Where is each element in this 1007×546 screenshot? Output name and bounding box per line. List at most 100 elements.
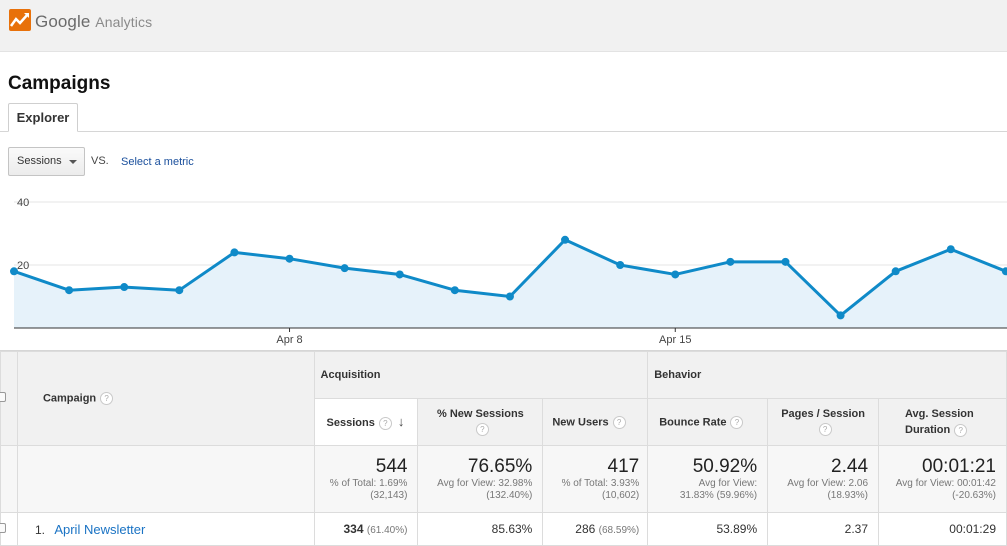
total-pages-session: 2.44	[831, 456, 869, 477]
totals-label-cell	[16, 445, 315, 513]
page-title: Campaigns	[8, 73, 111, 94]
total-pages-cell: 2.44 Avg for View: 2.06 (18.93%)	[767, 445, 880, 513]
y-tick-label: 40	[17, 197, 29, 209]
total-sessions-sub: % of Total: 1.69%	[329, 478, 408, 489]
data-point[interactable]	[891, 267, 900, 276]
campaign-header[interactable]: Campaign?	[16, 351, 315, 446]
data-point[interactable]	[450, 286, 459, 295]
total-bounce-rate: 50.92%	[692, 456, 758, 477]
metric-dropdown[interactable]: Sessions	[8, 147, 85, 176]
help-icon[interactable]: ?	[378, 416, 392, 430]
data-point[interactable]	[781, 257, 790, 266]
total-new-sessions-base: (132.40%)	[486, 490, 533, 501]
campaign-link[interactable]: April Newsletter	[54, 521, 146, 537]
total-bounce-base: 31.83% (59.96%)	[679, 490, 758, 501]
x-tick-label: Apr 8	[276, 334, 302, 346]
data-point[interactable]	[616, 261, 625, 269]
data-point[interactable]	[946, 245, 955, 254]
data-table: Campaign? Acquisition Behavior Sessions?…	[0, 350, 1007, 546]
row-sessions: 334	[343, 522, 364, 536]
totals-spacer	[0, 445, 18, 513]
sessions-cell: 334 (61.40%)	[313, 512, 419, 546]
new-users-header-label: New Users	[552, 415, 609, 428]
data-point[interactable]	[561, 235, 570, 244]
tab-explorer[interactable]: Explorer	[8, 103, 78, 132]
new-users-cell: 286 (68.59%)	[542, 512, 649, 546]
help-icon[interactable]: ?	[818, 422, 832, 436]
row-checkbox[interactable]	[0, 522, 6, 533]
duration-header[interactable]: Avg. Session Duration?	[878, 398, 1007, 446]
app-logo[interactable]: Google Analytics	[35, 12, 152, 32]
chevron-down-icon	[69, 160, 77, 164]
data-point[interactable]	[175, 286, 184, 295]
bounce-cell: 53.89%	[647, 512, 769, 546]
product-name: Analytics	[95, 14, 153, 30]
bounce-rate-header-label: Bounce Rate	[659, 415, 727, 428]
total-pages-sub: Avg for View: 2.06	[787, 478, 869, 489]
select-all-cell	[0, 351, 18, 446]
pages-session-header-label: Pages / Session	[781, 408, 865, 420]
new-sessions-cell: 85.63%	[417, 512, 544, 546]
sessions-area	[14, 239, 1007, 328]
total-duration: 00:01:21	[922, 456, 996, 477]
new-sessions-header-label: % New Sessions	[436, 408, 524, 420]
top-bar: Google Analytics	[0, 0, 1007, 52]
total-new-sessions: 76.65%	[467, 456, 533, 477]
total-duration-base: (-20.63%)	[952, 490, 996, 501]
sort-down-icon[interactable]: ↓	[397, 414, 405, 430]
data-point[interactable]	[285, 254, 294, 263]
tab-divider	[0, 131, 1007, 132]
total-sessions-base: (32,143)	[370, 490, 408, 501]
sessions-header[interactable]: Sessions? ↓	[313, 398, 419, 446]
help-icon[interactable]: ?	[954, 423, 968, 437]
table-row: 1. April Newsletter 334 (61.40%) 85.63% …	[0, 512, 1007, 546]
help-icon[interactable]: ?	[730, 415, 744, 429]
total-sessions-cell: 544 % of Total: 1.69% (32,143)	[313, 445, 419, 513]
help-icon[interactable]: ?	[475, 422, 489, 436]
total-new-sessions-sub: Avg for View: 32.98%	[437, 478, 533, 489]
total-new-users-sub: % of Total: 3.93%	[561, 478, 640, 489]
data-point[interactable]	[726, 257, 735, 266]
data-point[interactable]	[230, 248, 239, 257]
duration-cell: 00:01:29	[878, 512, 1007, 546]
analytics-logo-icon	[9, 9, 31, 31]
data-point[interactable]	[65, 286, 74, 295]
total-pages-base: (18.93%)	[827, 490, 869, 501]
acquisition-group-header: Acquisition	[313, 351, 649, 399]
select-all-checkbox[interactable]	[0, 392, 6, 402]
bounce-rate-header[interactable]: Bounce Rate?	[647, 398, 769, 446]
total-new-users-cell: 417 % of Total: 3.93% (10,602)	[542, 445, 649, 513]
vs-label: VS.	[91, 155, 109, 167]
campaign-header-label: Campaign	[42, 392, 97, 405]
data-point[interactable]	[505, 292, 514, 301]
data-point[interactable]	[120, 283, 129, 292]
data-point[interactable]	[836, 311, 845, 320]
total-new-sessions-cell: 76.65% Avg for View: 32.98% (132.40%)	[417, 445, 544, 513]
sessions-header-label: Sessions	[326, 417, 375, 430]
metric-dropdown-value: Sessions	[17, 155, 62, 167]
total-bounce-cell: 50.92% Avg for View: 31.83% (59.96%)	[647, 445, 769, 513]
data-point[interactable]	[395, 270, 404, 279]
x-tick-label: Apr 15	[659, 334, 691, 346]
data-point[interactable]	[340, 264, 349, 273]
total-sessions: 544	[375, 456, 408, 477]
data-point[interactable]	[10, 267, 18, 276]
help-icon[interactable]: ?	[612, 415, 626, 429]
row-new-users-pct: (68.59%)	[598, 525, 640, 536]
select-metric-link[interactable]: Select a metric	[121, 156, 194, 168]
help-icon[interactable]: ?	[100, 392, 114, 405]
row-select-cell	[0, 512, 18, 546]
sessions-chart: 40 20 Apr 8 Apr 15	[10, 197, 1007, 346]
y-tick-label: 20	[17, 260, 29, 272]
brand-name: Google	[35, 12, 91, 31]
new-sessions-header[interactable]: % New Sessions?	[417, 398, 544, 446]
pages-session-header[interactable]: Pages / Session?	[767, 398, 880, 446]
pages-cell: 2.37	[767, 512, 880, 546]
total-new-users: 417	[607, 456, 640, 477]
new-users-header[interactable]: New Users?	[542, 398, 649, 446]
data-point[interactable]	[671, 270, 680, 279]
row-new-users: 286	[575, 522, 596, 536]
row-index: 1.	[34, 522, 45, 537]
data-point[interactable]	[1001, 267, 1007, 276]
total-bounce-sub: Avg for View:	[698, 478, 758, 489]
